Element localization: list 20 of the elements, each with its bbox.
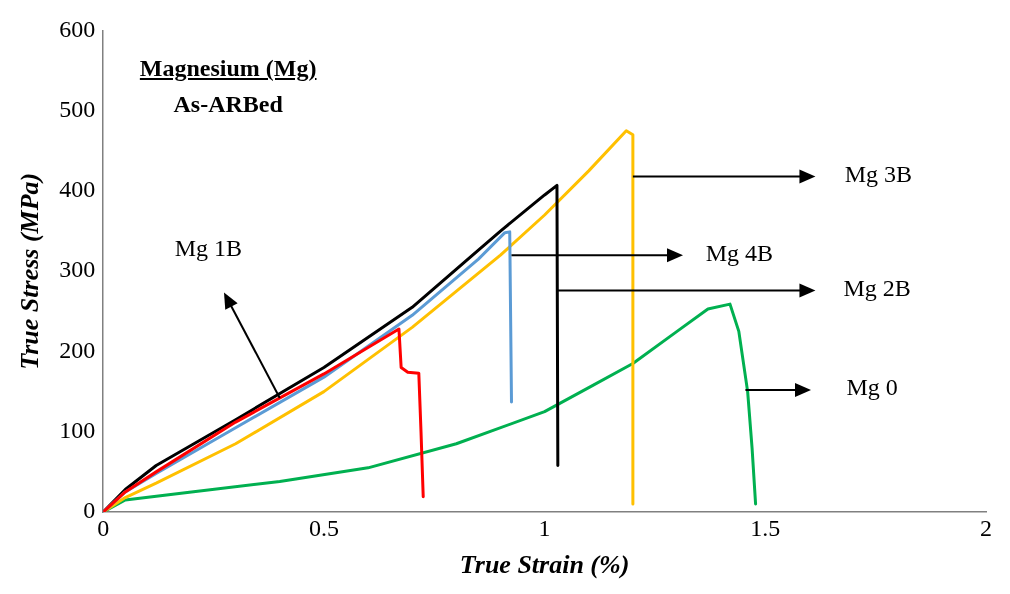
y-tick-label: 300	[59, 256, 96, 283]
x-axis-title: True Strain (%)	[459, 550, 630, 580]
annotation: Mg 1B	[174, 234, 243, 261]
y-tick-label: 600	[59, 15, 96, 42]
text: Magnesium (Mg)	[138, 54, 318, 84]
annotation: Mg 3B	[844, 160, 913, 187]
y-tick-label: 500	[59, 95, 96, 122]
annotation: Mg 4B	[705, 239, 774, 266]
y-tick-label: 200	[59, 336, 96, 363]
y-tick-label: 100	[59, 417, 96, 444]
x-tick-label: 1.5	[750, 514, 781, 541]
y-axis-title: True Stress (MPa)	[15, 172, 45, 370]
x-tick-label: 0.5	[308, 514, 339, 541]
y-tick-label: 0	[83, 497, 96, 524]
x-tick-label: 1	[538, 514, 551, 541]
x-tick-label: 2	[980, 514, 992, 541]
y-tick-label: 400	[59, 176, 96, 203]
text: As-ARBed	[172, 90, 284, 120]
annotation: Mg 0	[846, 374, 898, 401]
annotation: Mg 2B	[843, 274, 911, 301]
